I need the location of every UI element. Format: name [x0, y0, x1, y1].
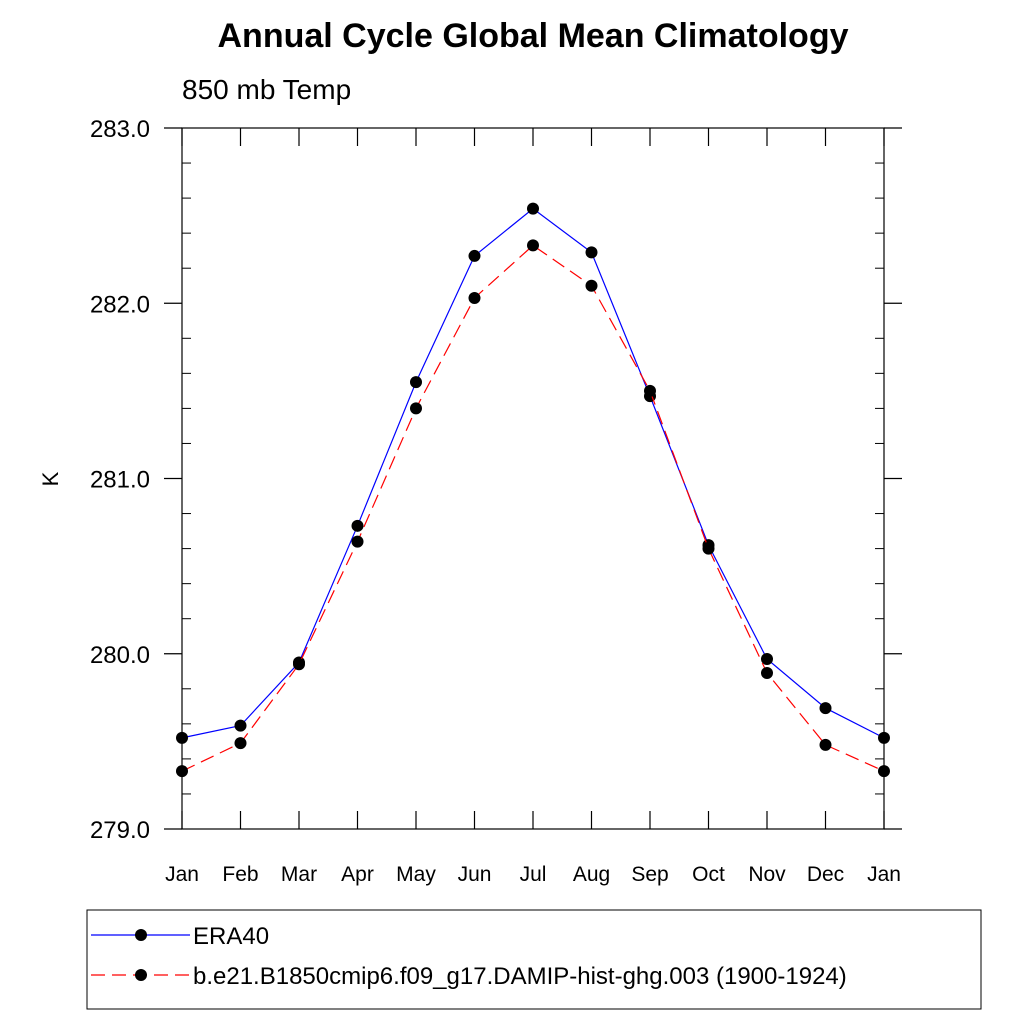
data-point	[234, 737, 247, 750]
y-tick-label: 279.0	[90, 817, 150, 844]
data-point	[293, 658, 305, 671]
data-point	[761, 653, 773, 666]
data-point	[410, 376, 422, 389]
y-tick-label: 282.0	[90, 291, 150, 318]
data-point	[351, 519, 364, 532]
x-tick-label: Oct	[692, 863, 725, 886]
data-point	[819, 738, 832, 751]
data-point	[585, 246, 598, 259]
legend-marker	[135, 969, 147, 981]
data-point	[702, 542, 715, 555]
x-tick-label: Nov	[748, 863, 786, 886]
legend-label: b.e21.B1850cmip6.f09_g17.DAMIP-hist-ghg.…	[193, 963, 847, 990]
data-point	[527, 239, 539, 252]
legend-entry: ERA40	[91, 923, 269, 950]
legend-entries: ERA40 b.e21.B1850cmip6.f09_g17.DAMIP-hist…	[91, 923, 847, 990]
series-1	[176, 202, 890, 744]
data-point	[351, 535, 364, 548]
data-point	[176, 731, 188, 744]
legend-entry: b.e21.B1850cmip6.f09_g17.DAMIP-hist-ghg.…	[91, 963, 847, 990]
x-tick-label: Aug	[573, 863, 610, 886]
data-point	[761, 667, 773, 680]
data-point	[585, 279, 598, 292]
series-layer	[176, 202, 890, 778]
data-point	[878, 731, 890, 744]
x-tick-label: Dec	[807, 863, 844, 886]
data-point	[468, 249, 481, 262]
data-point	[819, 702, 832, 715]
ticks-layer: 279.0 280.0 281.0 282.0 283.0 Jan Feb Mar Apr May…	[90, 116, 902, 886]
data-point	[234, 719, 247, 732]
x-tick-label: Mar	[281, 863, 317, 886]
x-tick-label: May	[396, 863, 436, 886]
series-line	[181, 244, 885, 772]
y-tick-label: 281.0	[90, 467, 150, 494]
x-tick-label: Jun	[458, 863, 492, 886]
legend-label: ERA40	[193, 923, 269, 950]
chart-subtitle: 850 mb Temp	[182, 74, 351, 105]
legend-marker	[135, 929, 147, 941]
plot-frame	[181, 127, 885, 830]
x-tick-label: Jul	[520, 863, 547, 886]
chart-title: Annual Cycle Global Mean Climatology	[218, 17, 849, 55]
legend: ERA40 b.e21.B1850cmip6.f09_g17.DAMIP-hist…	[86, 909, 982, 1010]
data-point	[878, 765, 890, 778]
data-point	[644, 384, 656, 397]
x-tick-label: Jan	[165, 863, 199, 886]
x-tick-label: Feb	[222, 863, 258, 886]
y-tick-label: 283.0	[90, 116, 150, 143]
x-tick-label: Apr	[341, 863, 374, 886]
x-tick-label: Sep	[631, 863, 668, 886]
y-tick-label: 280.0	[90, 642, 150, 669]
series-line	[181, 207, 885, 739]
data-point	[410, 402, 422, 415]
data-point	[176, 765, 188, 778]
y-axis-label: K	[38, 471, 63, 486]
data-point	[527, 202, 539, 215]
series-2	[176, 239, 890, 778]
x-tick-label: Jan	[867, 863, 901, 886]
data-point	[468, 291, 481, 304]
legend-box	[86, 909, 982, 1010]
